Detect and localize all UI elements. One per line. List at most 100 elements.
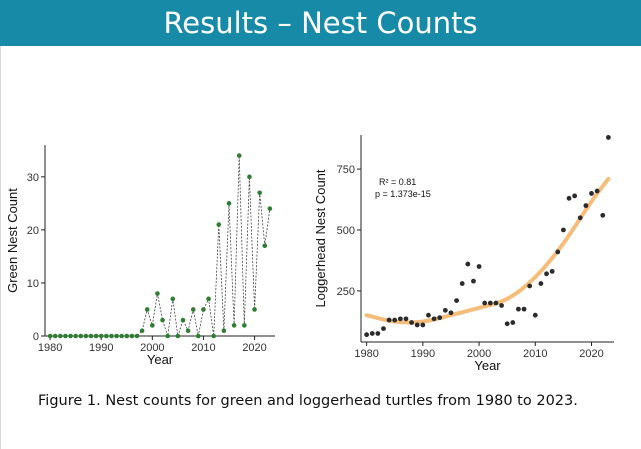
data-point	[155, 291, 160, 296]
data-point	[493, 300, 499, 306]
x-axis-title: Year	[147, 352, 174, 367]
data-point	[471, 278, 476, 284]
data-point	[129, 333, 135, 339]
data-point	[600, 212, 606, 218]
data-point	[476, 264, 482, 269]
x-axis-title: Year	[474, 358, 501, 373]
trend-line	[364, 176, 611, 325]
data-point	[459, 281, 465, 286]
r-squared-label: R² = 0.81	[379, 177, 416, 187]
data-point	[211, 333, 216, 339]
data-point	[93, 333, 99, 339]
data-point	[414, 322, 420, 328]
figure-caption: Figure 1. Nest counts for green and logg…	[38, 393, 578, 409]
data-point	[544, 271, 549, 277]
data-point	[375, 331, 381, 336]
data-point	[431, 316, 437, 322]
data-point	[185, 328, 191, 333]
y-tick-label: 0	[33, 331, 39, 343]
y-axis-title: Loggerhead Nest Count	[316, 169, 328, 307]
data-point	[589, 191, 594, 196]
data-point	[454, 298, 459, 303]
data-point	[583, 203, 589, 209]
x-tick-label: 2010	[523, 348, 547, 360]
data-point	[566, 195, 572, 201]
data-point	[561, 227, 566, 233]
data-point	[150, 323, 155, 328]
data-point	[386, 317, 392, 323]
data-point	[104, 333, 109, 339]
slide-border	[0, 46, 1, 449]
data-point	[226, 201, 232, 206]
data-point	[532, 312, 538, 318]
y-tick-label: 500	[337, 225, 355, 237]
x-tick-label: 2000	[140, 342, 164, 354]
data-point	[482, 300, 488, 306]
data-point	[392, 317, 398, 323]
data-point	[206, 296, 211, 302]
data-point	[139, 328, 145, 333]
data-point	[160, 317, 165, 323]
series-line	[50, 155, 271, 337]
data-point	[527, 283, 533, 289]
data-point	[262, 243, 268, 249]
data-point	[594, 188, 600, 194]
data-point	[504, 321, 510, 327]
p-value-label: p = 1.373e-15	[375, 189, 431, 199]
data-point	[577, 215, 583, 221]
data-point	[364, 332, 370, 338]
data-point	[109, 333, 114, 339]
data-point	[58, 333, 63, 339]
page-title: Results – Nest Counts	[163, 6, 478, 40]
x-tick-label: 1990	[89, 342, 113, 354]
data-point	[52, 333, 58, 339]
data-point	[442, 307, 448, 313]
data-point	[521, 306, 527, 312]
data-point	[403, 316, 409, 322]
y-tick-label: 20	[27, 225, 39, 237]
y-tick-label: 30	[27, 172, 39, 184]
data-point	[216, 222, 222, 227]
data-point	[538, 281, 544, 286]
data-point	[605, 135, 611, 140]
data-point	[175, 333, 181, 339]
data-point	[134, 333, 140, 339]
data-point	[180, 317, 186, 323]
data-point	[397, 316, 403, 322]
x-tick-label: 1980	[38, 342, 62, 354]
x-tick-label: 2020	[242, 342, 266, 354]
data-point	[242, 323, 247, 328]
data-point	[83, 333, 89, 339]
y-tick-label: 10	[27, 278, 39, 290]
data-point	[63, 333, 68, 339]
data-point	[510, 320, 516, 325]
data-point	[487, 300, 493, 306]
data-point	[549, 268, 555, 274]
data-point	[420, 322, 426, 328]
data-point	[47, 333, 53, 339]
data-point	[236, 153, 242, 158]
y-tick-label: 250	[337, 286, 355, 298]
data-point	[201, 307, 206, 312]
data-point	[68, 333, 73, 339]
data-point	[247, 174, 252, 180]
y-axis-title: Green Nest Count	[5, 188, 20, 293]
data-point	[369, 331, 375, 336]
data-point	[465, 261, 471, 267]
x-tick-label: 1990	[411, 348, 435, 360]
data-point	[381, 326, 386, 332]
data-point	[98, 333, 104, 339]
y-tick-label: 750	[337, 164, 355, 176]
green-nest-chart: 1980 1990 2000 2010 2020 0 10 20 30 Year Green Nes…	[5, 145, 275, 367]
x-tick-label: 2020	[579, 348, 603, 360]
data-point	[144, 307, 150, 312]
data-point	[499, 303, 504, 308]
data-point	[196, 333, 201, 339]
data-point	[572, 193, 578, 199]
data-point	[267, 206, 273, 211]
data-point	[78, 333, 84, 339]
loggerhead-nest-chart: 1980 1990 2000 2010 2020 250 500 750 Year Loggerh…	[316, 135, 614, 373]
data-point	[448, 310, 454, 316]
data-point	[516, 306, 521, 312]
x-tick-label: 2010	[191, 342, 215, 354]
